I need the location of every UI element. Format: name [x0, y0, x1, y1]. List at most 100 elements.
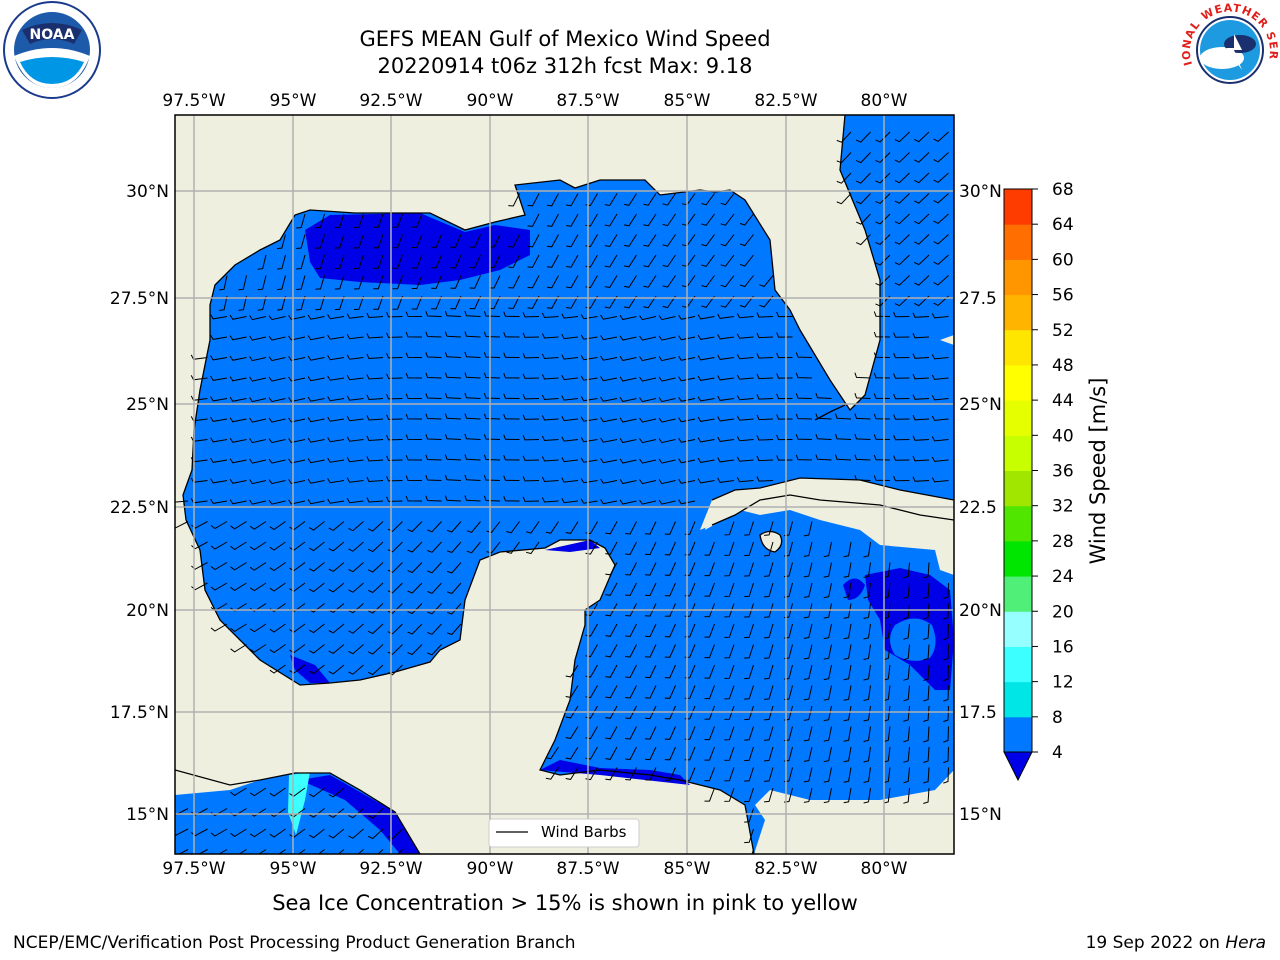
wind-barb	[856, 193, 871, 205]
colorbar-segment	[1004, 540, 1032, 577]
wind-barb	[373, 275, 384, 290]
wind-barb	[229, 478, 247, 484]
wind-barb	[894, 152, 910, 163]
wind-barb	[483, 352, 501, 358]
colorbar-tick-label: 48	[1052, 356, 1074, 376]
wind-barb	[883, 603, 891, 620]
wind-barb	[191, 541, 208, 550]
wind-barb	[483, 413, 501, 420]
wind-barb	[373, 254, 384, 269]
wind-barb	[346, 333, 364, 340]
wind-barb	[625, 644, 637, 658]
wind-barb	[561, 477, 579, 483]
wind-barb	[566, 295, 579, 309]
wind-barb	[585, 705, 598, 719]
wind-barb	[701, 254, 715, 267]
wind-barb	[565, 726, 579, 739]
wind-barb	[894, 131, 910, 143]
lat-label: 20°N	[959, 601, 1002, 621]
colorbar-tick-label: 12	[1052, 673, 1074, 693]
wind-barb	[249, 644, 267, 653]
wind-barb	[346, 374, 364, 381]
wind-barb	[191, 521, 208, 529]
wind-barb	[678, 458, 696, 464]
wind-barb	[823, 685, 832, 701]
wind-barb	[704, 746, 715, 761]
wind-barb	[639, 356, 657, 362]
wind-barb	[307, 458, 325, 464]
wind-barb	[664, 664, 676, 679]
wind-barb	[756, 414, 774, 421]
wind-barb	[585, 275, 598, 289]
wind-barb	[823, 562, 832, 578]
wind-barb	[405, 414, 423, 420]
wind-barb	[744, 828, 754, 844]
wind-barb	[843, 644, 852, 660]
wind-barb	[639, 315, 657, 321]
wind-barb	[276, 234, 286, 250]
wind-barb	[664, 623, 676, 638]
wind-barb	[367, 644, 384, 655]
wind-barb	[431, 275, 442, 289]
wind-barb	[605, 705, 618, 719]
sea-ice-note: Sea Ice Concentration > 15% is shown in …	[272, 891, 858, 915]
wind-barb	[210, 478, 228, 484]
wind-barb	[506, 521, 520, 534]
wind-barb	[678, 478, 696, 484]
wind-barb	[545, 746, 559, 760]
wind-barb	[276, 275, 286, 291]
lat-label: 27.5°N	[110, 289, 169, 309]
wind-barb	[353, 234, 364, 249]
wind-barb	[893, 475, 910, 482]
wind-barb	[893, 455, 910, 461]
wind-barb	[348, 582, 364, 593]
wind-barb	[863, 705, 871, 722]
wind-barb	[307, 437, 325, 443]
wind-barb	[664, 746, 676, 761]
wind-barb	[541, 353, 559, 360]
wind-barb	[724, 623, 735, 638]
wind-barb	[843, 767, 852, 783]
wind-barb	[307, 314, 325, 320]
wind-barb	[704, 705, 715, 720]
wind-barb	[315, 275, 325, 290]
wind-barb	[604, 295, 618, 309]
wind-barb	[405, 496, 423, 502]
wind-barb	[823, 603, 832, 619]
wind-barb	[230, 644, 247, 653]
wind-barb	[334, 275, 345, 290]
wind-barb	[776, 414, 793, 420]
wind-barb	[541, 456, 559, 462]
wind-barb	[815, 454, 832, 461]
wind-barb	[883, 623, 891, 640]
wind-barb	[288, 335, 306, 341]
wind-barb	[933, 172, 949, 184]
wind-barb	[903, 746, 910, 763]
wind-barb	[744, 705, 754, 721]
wind-barb	[444, 392, 462, 399]
wind-barb	[605, 521, 618, 535]
wind-barb	[229, 335, 247, 341]
wind-barb	[464, 474, 481, 481]
wind-barb	[427, 562, 442, 574]
wind-barb	[464, 413, 481, 420]
colorbar-segment	[1004, 329, 1032, 366]
wind-barb	[883, 644, 891, 661]
wind-barb	[744, 726, 754, 741]
colorbar-tick-label: 60	[1052, 250, 1074, 270]
wind-barb	[600, 355, 618, 361]
wind-barb	[923, 705, 930, 722]
wind-barb	[776, 352, 793, 359]
wind-barb	[625, 664, 637, 679]
wind-barb	[328, 623, 345, 634]
wind-barb	[566, 275, 579, 289]
wind-barb	[764, 623, 774, 639]
wind-barb	[296, 234, 306, 249]
wind-barb	[894, 172, 910, 184]
wind-barb	[883, 685, 891, 702]
wind-barb	[843, 746, 852, 763]
wind-barb	[229, 376, 247, 382]
wind-barb	[450, 234, 462, 248]
wind-barb	[268, 335, 286, 341]
wind-barb	[658, 458, 676, 464]
